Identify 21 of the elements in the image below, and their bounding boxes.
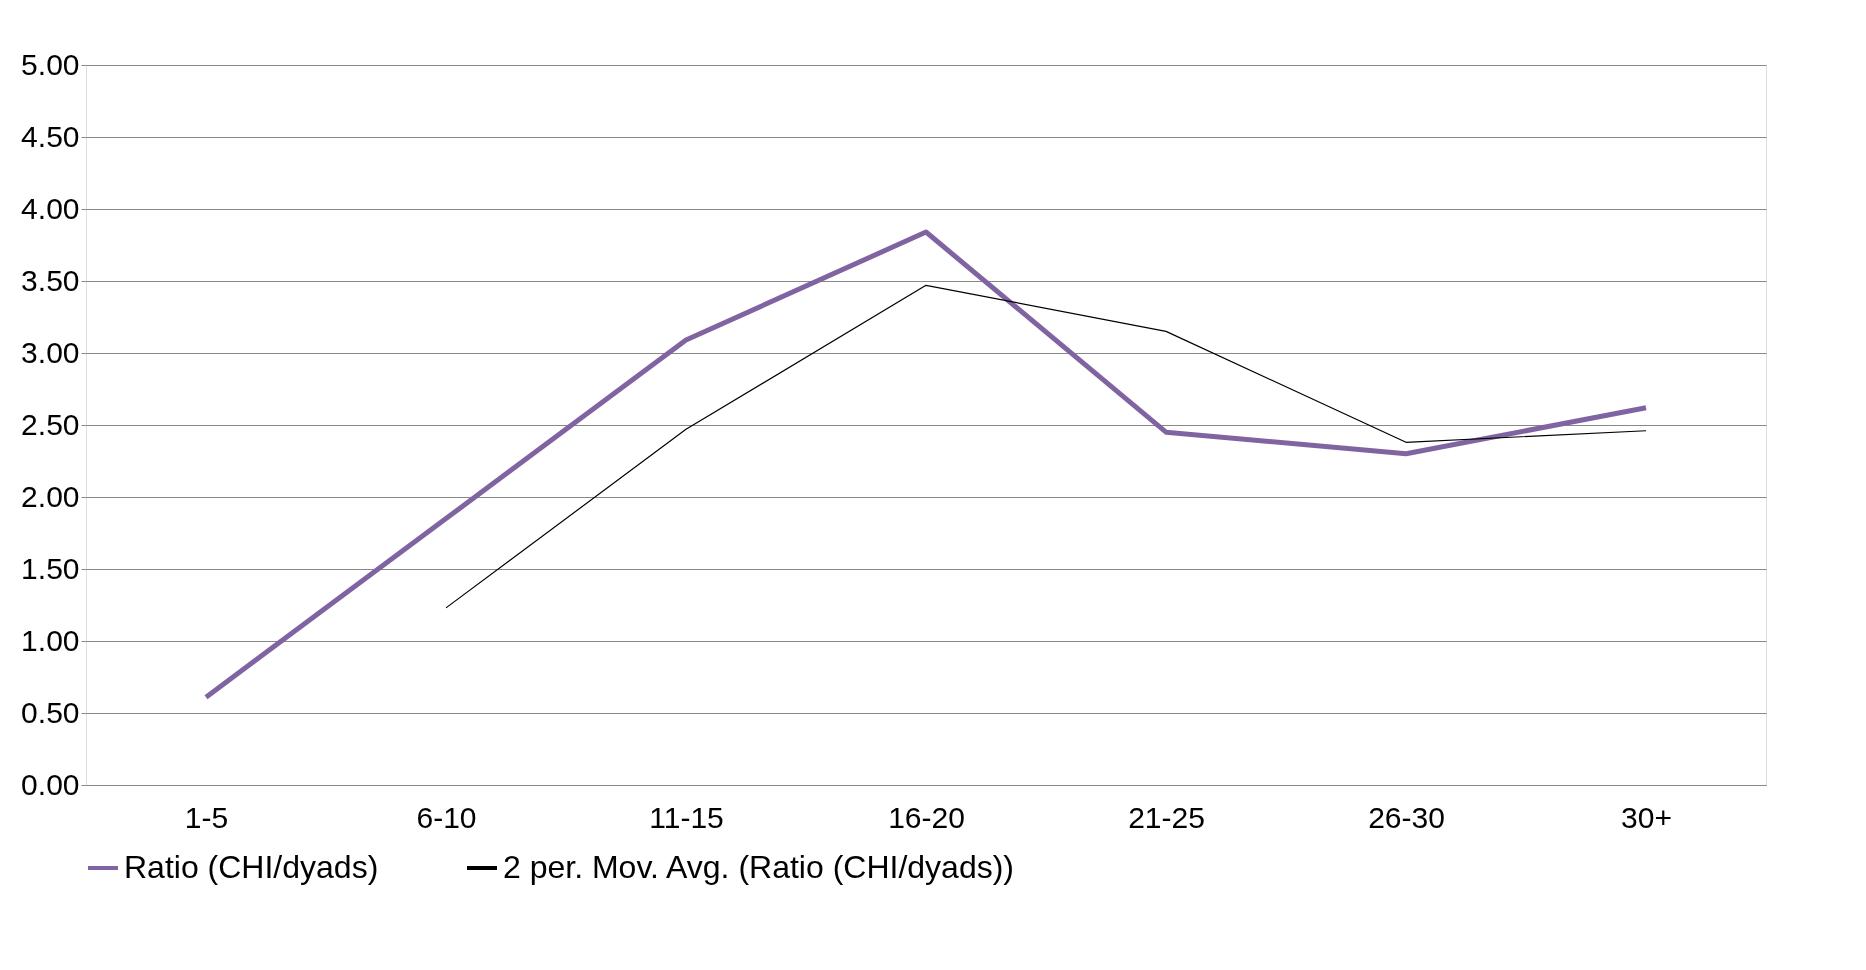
x-tick-label: 6-10 xyxy=(416,800,477,834)
x-tick-label: 1-5 xyxy=(184,800,229,834)
y-tick-label: 2.00 xyxy=(21,479,80,513)
y-tick-label: 2.50 xyxy=(21,407,80,441)
x-tick-label: 16-20 xyxy=(888,800,965,834)
line-series xyxy=(445,284,1647,609)
y-tick-label: 3.00 xyxy=(21,335,80,369)
y-tick-label: 5.00 xyxy=(21,47,80,81)
y-tick-label: 1.00 xyxy=(21,623,80,657)
y-tick-label: 4.00 xyxy=(21,191,80,225)
legend-label: Ratio (CHI/dyads) xyxy=(124,849,379,885)
x-tick-label: 30+ xyxy=(1621,800,1672,834)
y-tick-label: 0.00 xyxy=(21,767,80,801)
y-tick-label: 4.50 xyxy=(21,119,80,153)
x-tick-label: 11-15 xyxy=(649,800,724,834)
x-tick-label: 26-30 xyxy=(1368,800,1445,834)
y-tick-label: 3.50 xyxy=(21,263,80,297)
y-tick-label: 1.50 xyxy=(21,551,80,585)
y-tick-label: 0.50 xyxy=(21,695,80,729)
x-tick-label: 21-25 xyxy=(1128,800,1205,834)
legend-label: 2 per. Mov. Avg. (Ratio (CHI/dyads)) xyxy=(503,849,1014,885)
